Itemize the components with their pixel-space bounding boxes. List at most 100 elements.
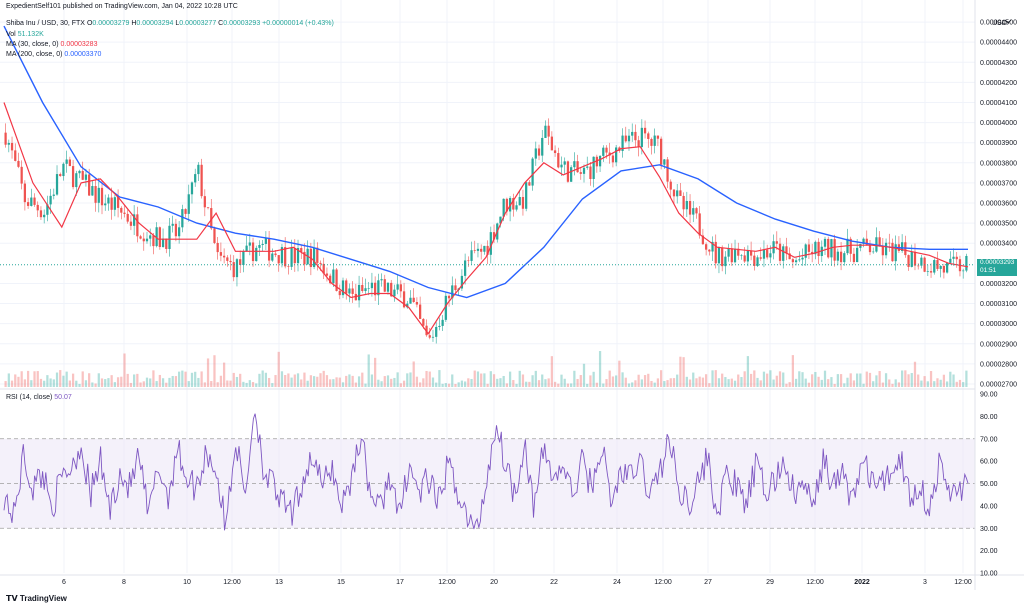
low-value: 0.00003277	[179, 20, 217, 27]
volume-bar	[258, 373, 261, 387]
volume-bar	[704, 374, 708, 387]
volume-bar	[377, 379, 380, 387]
volume-bar	[505, 383, 509, 387]
volume-bar	[724, 377, 727, 387]
candle-body	[415, 302, 419, 305]
volume-bar	[682, 357, 685, 387]
candle-body	[232, 262, 235, 278]
candle-body	[791, 259, 794, 263]
volume-bar	[26, 370, 30, 387]
volume-bar	[733, 380, 737, 387]
ma200-line	[3, 25, 968, 299]
volume-bar	[598, 351, 602, 387]
candle-body	[341, 280, 345, 296]
candle-body	[730, 248, 733, 263]
candle-body	[881, 245, 884, 256]
volume-bar	[785, 383, 788, 387]
candle-body	[23, 183, 27, 203]
volume-bar	[881, 382, 884, 387]
volume-bar	[923, 376, 926, 387]
time-tick-label: 12:00	[223, 579, 241, 586]
volume-bar	[264, 372, 268, 387]
volume-bar	[868, 372, 872, 387]
volume-bar	[444, 383, 447, 387]
volume-bar	[463, 381, 467, 387]
last-price-value: 0.00003293	[980, 258, 1015, 266]
time-tick-label: 24	[613, 579, 621, 586]
candle-body	[714, 241, 717, 264]
candle-body	[319, 262, 322, 264]
tradingview-logo[interactable]: 𝗧𝗩 TradingView	[6, 594, 67, 603]
volume-bar	[627, 383, 631, 387]
candle-body	[290, 247, 293, 267]
candle-body	[190, 182, 194, 195]
volume-bar	[229, 380, 232, 387]
candle-body	[178, 227, 181, 237]
time-tick-label: 17	[396, 579, 404, 586]
candle-body	[242, 251, 245, 265]
candle-body	[322, 263, 325, 274]
rsi-label: RSI (14, close)	[6, 394, 53, 401]
volume-bar	[14, 374, 17, 387]
volume-bar	[859, 373, 862, 387]
volume-legend: Vol 51.132K	[6, 31, 44, 38]
volume-bar	[804, 378, 807, 387]
volume-bar	[965, 370, 968, 387]
volume-label: Vol	[6, 31, 16, 38]
candle-body	[36, 204, 39, 211]
candle-body	[833, 239, 836, 261]
volume-bar	[88, 373, 91, 387]
ma30-legend: MA (30, close, 0) 0.00003283	[6, 41, 97, 48]
candle-body	[611, 155, 615, 163]
volume-bar	[711, 370, 714, 387]
candle-body	[929, 271, 933, 273]
candle-body	[901, 242, 904, 251]
candle-body	[894, 244, 897, 262]
candle-body	[55, 174, 59, 195]
candle-body	[116, 197, 120, 208]
candle-body	[81, 170, 84, 180]
rsi-tick-label: 30.00	[980, 526, 998, 533]
volume-bar	[917, 374, 920, 387]
volume-bar	[390, 378, 393, 387]
volume-bar	[904, 370, 907, 387]
candle-body	[553, 150, 557, 154]
rsi-tick-label: 40.00	[980, 503, 998, 510]
candle-body	[602, 147, 605, 156]
volume-bar	[807, 382, 811, 387]
rsi-tick-label: 20.00	[980, 548, 998, 555]
volume-bar	[660, 370, 663, 387]
volume-bar	[139, 382, 142, 387]
volume-bar	[168, 377, 171, 387]
candle-body	[26, 202, 30, 206]
volume-bar	[280, 371, 284, 387]
candle-body	[419, 304, 422, 319]
candle-body	[917, 265, 920, 267]
candle-body	[827, 238, 830, 258]
volume-bar	[261, 370, 264, 387]
volume-bar	[380, 381, 383, 387]
candle-body	[361, 284, 364, 292]
candle-body	[775, 241, 778, 244]
volume-bar	[457, 382, 460, 387]
candle-body	[550, 136, 553, 151]
candle-body	[383, 279, 386, 292]
volume-bar	[406, 373, 409, 387]
volume-bar	[611, 376, 615, 387]
candle-body	[778, 243, 782, 261]
candle-body	[933, 260, 936, 273]
currency-dropdown-icon[interactable]	[1004, 19, 1012, 24]
candle-body	[438, 325, 441, 327]
candle-body	[839, 251, 843, 263]
candle-body	[965, 255, 968, 271]
price-tick-label: 0.00004400	[980, 40, 1017, 47]
volume-bar	[306, 380, 309, 387]
candle-body	[181, 209, 184, 228]
close-label: C	[218, 20, 224, 27]
candle-body	[907, 255, 910, 267]
volume-bar	[749, 373, 753, 387]
volume-bar	[284, 375, 287, 387]
currency-label: USD	[992, 20, 1007, 27]
volume-bar	[534, 370, 537, 387]
